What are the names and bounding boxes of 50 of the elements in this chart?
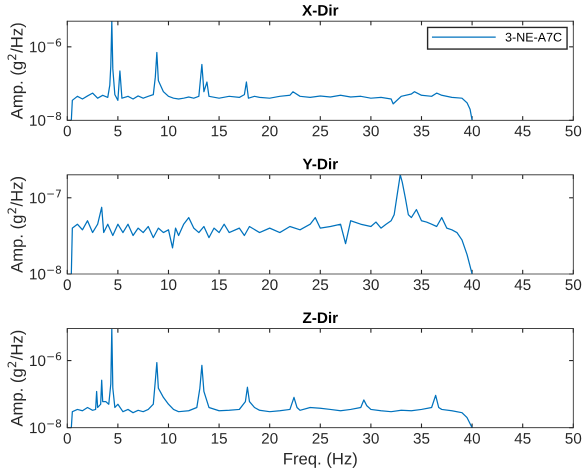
x-tick-label: 50	[565, 279, 582, 290]
x-tick-label: 10	[161, 432, 176, 444]
x-axis-title: Freq. (Hz)	[284, 452, 357, 468]
x-tick-label: 0	[64, 279, 71, 290]
x-tick-label: 10	[161, 126, 176, 136]
x-tick-label: 15	[212, 279, 227, 290]
x-tick-label: 20	[262, 279, 278, 290]
x-tick-label: 0	[64, 126, 71, 136]
y-axis-title: Amp. (g$^{2}$/Hz)	[8, 23, 26, 120]
chart-title: X-Dir	[302, 4, 338, 16]
y-tick-label: 10$^{−6}$	[30, 38, 62, 52]
chart-title: Y-Dir	[302, 158, 338, 170]
x-tick-label: 0	[64, 432, 71, 444]
x-tick-label: 40	[464, 126, 480, 136]
y-tick-label: 10$^{−7}$	[30, 190, 61, 204]
x-tick-label: 20	[262, 432, 278, 444]
x-tick-label: 5	[114, 126, 122, 136]
x-tick-label: 10	[161, 279, 176, 290]
legend-label: 3-NE-A7C	[506, 32, 562, 42]
x-tick-label: 30	[362, 432, 379, 444]
line-series	[70, 328, 473, 428]
y-tick-label: 10$^{−6}$	[30, 352, 62, 366]
x-tick-label: 20	[262, 126, 278, 136]
x-tick-label: 35	[414, 126, 430, 136]
y-axis-title: Amp. (g$^{2}$/Hz)	[8, 177, 26, 273]
x-tick-label: 25	[312, 126, 328, 136]
y-tick-label: 10$^{−8}$	[30, 266, 62, 280]
x-tick-label: 15	[212, 126, 227, 136]
x-tick-label: 30	[362, 279, 379, 290]
x-tick-label: 45	[514, 433, 531, 444]
x-tick-label: 5	[114, 279, 122, 290]
x-tick-label: 25	[312, 432, 328, 444]
x-tick-label: 35	[414, 432, 430, 444]
y-tick-label: 10$^{−8}$	[30, 419, 62, 434]
x-tick-label: 45	[514, 126, 531, 136]
x-tick-label: 45	[514, 279, 531, 290]
x-tick-label: 15	[212, 433, 227, 444]
x-tick-label: 40	[464, 432, 480, 444]
line-series	[70, 174, 473, 274]
line-series	[70, 21, 473, 120]
x-tick-label: 5	[114, 433, 122, 444]
x-tick-label: 35	[414, 279, 430, 290]
x-tick-label: 50	[565, 126, 582, 136]
x-tick-label: 30	[362, 126, 379, 136]
x-tick-label: 40	[464, 279, 480, 290]
chart-title: Z-Dir	[302, 312, 338, 323]
x-tick-label: 50	[565, 432, 582, 444]
y-axis-title: Amp. (g$^{2}$/Hz)	[8, 330, 26, 427]
x-tick-label: 25	[312, 279, 328, 290]
y-tick-label: 10$^{−8}$	[30, 112, 62, 126]
